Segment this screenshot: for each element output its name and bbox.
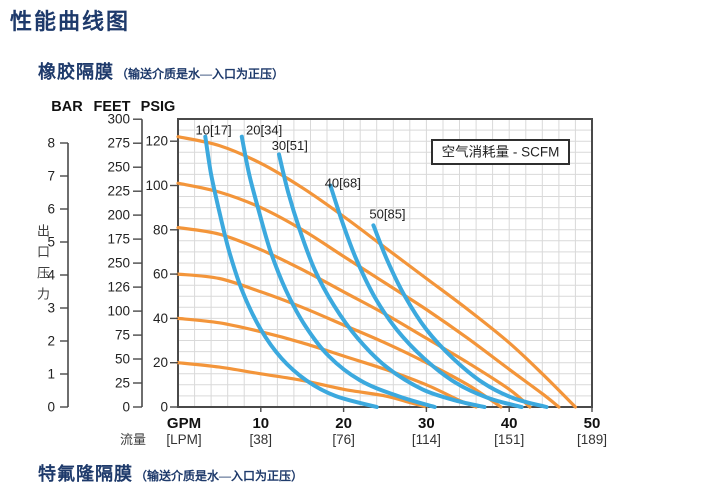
feet-tick-6: 250	[107, 256, 130, 271]
feet-tick-1: 275	[107, 136, 130, 151]
bar-tick-1: 1	[47, 367, 55, 382]
psig-tick-40: 40	[153, 311, 168, 326]
bar-tick-8: 8	[47, 136, 55, 151]
y-axis-label: 出口压力	[35, 224, 50, 308]
air-curve-label-1: 10[17]	[196, 123, 232, 138]
performance-curve-120psig	[176, 135, 577, 409]
x-tick-lpm-40: [151]	[494, 432, 524, 447]
psig-tick-120: 120	[145, 134, 168, 149]
performance-curve-100psig	[176, 181, 561, 409]
feet-tick-0: 300	[107, 112, 130, 127]
bar-tick-6: 6	[47, 202, 55, 217]
psig-tick-80: 80	[153, 222, 168, 237]
x-unit-lpm: [LPM]	[166, 432, 201, 447]
plot-border	[177, 118, 593, 408]
scale-headers: BAR FEET PSIG	[51, 99, 175, 115]
psig-header: PSIG	[141, 99, 176, 115]
x-tick-gpm-20: 20	[335, 415, 352, 432]
x-tick-lpm-30: [114]	[412, 432, 441, 447]
feet-tick-7: 126	[107, 280, 130, 295]
air-curve-label-4: 40[68]	[325, 176, 361, 191]
teflon-section-heading: 特氟隆隔膜 （输送介质是水—入口为正压）	[38, 460, 303, 486]
air-curve-40[68]	[328, 183, 524, 409]
legend-box	[431, 139, 570, 165]
x-tick-lpm-50: [189]	[577, 432, 607, 447]
bar-tick-2: 2	[47, 334, 55, 349]
bar-scale: 8 7 6 5 4 3 2 1 0	[47, 136, 69, 415]
feet-tick-5: 175	[107, 232, 130, 247]
air-curve-label-2: 20[34]	[246, 123, 282, 138]
feet-tick-11: 25	[115, 376, 130, 391]
performance-chart: 10[17] 20[34]30[51] 40[68] 50[85] 空气消耗量 - SC…	[47, 99, 607, 447]
page-title: 性能曲线图	[10, 9, 131, 34]
bar-tick-4: 4	[47, 268, 55, 283]
air-consumption-curves: 10[17] 20[34]30[51] 40[68] 50[85]	[196, 123, 549, 409]
performance-curves	[176, 135, 577, 409]
teflon-heading-text: 特氟隆隔膜	[38, 464, 133, 484]
performance-curve-80psig	[176, 226, 532, 409]
legend: 空气消耗量 - SCFM	[431, 139, 570, 165]
rubber-heading-text: 橡胶隔膜	[38, 62, 114, 82]
x-axis-label: 流量	[120, 432, 146, 447]
x-tick-lpm-10: [38]	[250, 432, 273, 447]
feet-tick-3: 225	[107, 184, 130, 199]
x-tick-lpm-20: [76]	[332, 432, 355, 447]
psig-tick-20: 20	[153, 355, 168, 370]
x-tick-gpm-30: 30	[418, 415, 435, 432]
feet-tick-12: 0	[122, 400, 130, 415]
bar-tick-0: 0	[47, 400, 55, 415]
bar-header: BAR	[51, 99, 83, 115]
psig-tick-100: 100	[145, 178, 168, 193]
bar-tick-7: 7	[47, 169, 55, 184]
air-curve-20[34]	[239, 134, 437, 409]
air-curve-10[17]	[203, 134, 379, 409]
rubber-heading-note: （输送介质是水—入口为正压）	[116, 67, 285, 81]
air-curve-30[51]	[277, 152, 487, 409]
x-tick-gpm-10: 10	[252, 415, 269, 432]
feet-tick-10: 50	[115, 352, 130, 367]
x-tick-gpm-40: 40	[501, 415, 518, 432]
grid-lines	[178, 119, 592, 407]
x-axis: GPM[LPM] 流量 10[38] 20[76] 30[114] 40[151] 50[1…	[120, 407, 607, 447]
teflon-heading-note: （输送介质是水—入口为正压）	[135, 469, 304, 483]
performance-curve-60psig	[176, 272, 503, 409]
x-tick-gpm-50: 50	[584, 415, 601, 432]
psig-scale: 120 100 80 60 40 20 0	[145, 134, 178, 415]
feet-header: FEET	[93, 99, 130, 115]
air-curve-50[85]	[371, 223, 549, 409]
feet-tick-4: 200	[107, 208, 130, 223]
rubber-section-heading: 橡胶隔膜 （输送介质是水—入口为正压）	[38, 58, 284, 84]
psig-tick-0: 0	[160, 400, 168, 415]
x-unit-gpm: GPM	[167, 415, 201, 432]
performance-curve-40psig	[176, 316, 478, 409]
psig-tick-60: 60	[153, 267, 168, 282]
air-curve-label-3: 30[51]	[272, 138, 308, 153]
legend-label: 空气消耗量 - SCFM	[442, 145, 560, 160]
feet-tick-2: 250	[107, 160, 130, 175]
feet-tick-9: 75	[115, 328, 130, 343]
feet-tick-8: 100	[107, 304, 130, 319]
performance-curve-20psig	[176, 361, 428, 409]
bar-tick-5: 5	[47, 235, 55, 250]
bar-tick-3: 3	[47, 301, 55, 316]
air-curve-label-5: 50[85]	[369, 207, 405, 222]
